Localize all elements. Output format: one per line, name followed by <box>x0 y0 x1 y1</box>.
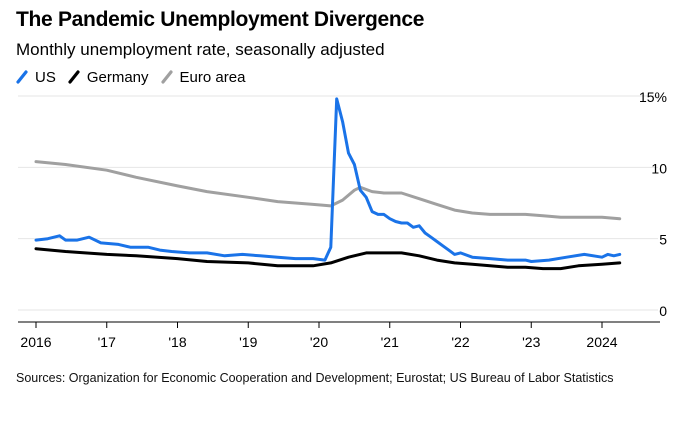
series-lines <box>34 97 622 271</box>
series-line-euro-area <box>34 160 622 221</box>
x-tick-label-'22: '22 <box>451 334 469 350</box>
x-tick-label-'21: '21 <box>381 334 399 350</box>
line-chart: 15% 10 5 0 2016 '17 '18 '19 '20 '21 '22 '23 2024 <box>18 89 667 350</box>
x-tick-label-'23: '23 <box>522 334 540 350</box>
chart-title: The Pandemic Unemployment Divergence <box>16 8 425 31</box>
legend-line-germany <box>68 70 80 84</box>
legend-label-us: US <box>35 68 56 86</box>
legend-item-us: US <box>16 69 56 86</box>
legend-swatch-germany <box>68 70 80 84</box>
x-tick-label-2016: 2016 <box>20 334 51 350</box>
y-tick-label-5: 5 <box>659 232 667 248</box>
y-tick-label-10: 10 <box>651 160 667 176</box>
gridlines <box>18 95 658 311</box>
series-line-germany <box>34 247 622 271</box>
chart-subtitle: Monthly unemployment rate, seasonally ad… <box>16 40 385 59</box>
legend: US Germany Euro area <box>16 66 257 88</box>
legend-line-euro-area <box>160 70 173 84</box>
y-tick-label-15: 15% <box>639 89 667 105</box>
series-line-us <box>34 97 622 263</box>
legend-label-euro-area: Euro area <box>179 68 246 86</box>
source-note: Sources: Organization for Economic Coope… <box>16 371 614 385</box>
x-tick-label-'18: '18 <box>168 334 186 350</box>
x-tick-label-'19: '19 <box>239 334 257 350</box>
legend-swatch-euro-area <box>160 70 173 84</box>
y-tick-label-0: 0 <box>659 303 667 319</box>
legend-swatch-us <box>16 70 28 84</box>
x-axis <box>18 321 660 328</box>
legend-label-germany: Germany <box>86 68 149 86</box>
x-tick-label-'20: '20 <box>310 334 328 350</box>
x-tick-label-'17: '17 <box>98 334 116 350</box>
legend-line-us <box>16 70 28 84</box>
legend-item-germany: Germany <box>68 69 149 86</box>
axis-labels: 15% 10 5 0 2016 '17 '18 '19 '20 '21 '22 '23 2024 <box>20 89 667 350</box>
x-tick-label-2024: 2024 <box>586 334 617 350</box>
legend-item-euro-area: Euro area <box>160 68 246 86</box>
